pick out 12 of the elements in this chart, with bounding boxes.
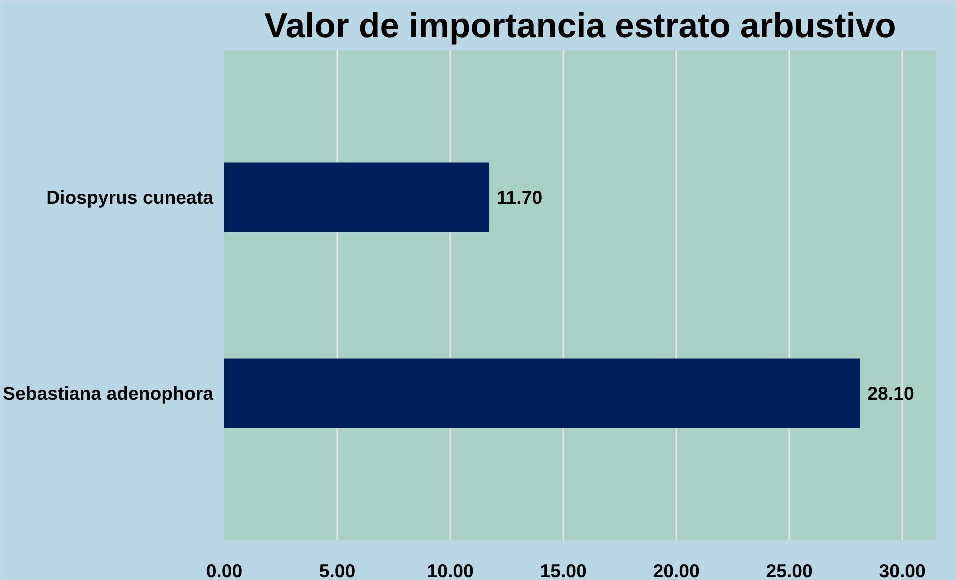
y-tick-label: Sebastiana adenophora [3, 383, 214, 404]
x-tick-label: 20.00 [653, 560, 700, 580]
x-tick-label: 25.00 [766, 560, 813, 580]
chart-title: Valor de importancia estrato arbustivo [264, 8, 896, 46]
x-tick-label: 30.00 [879, 560, 926, 580]
x-tick-label: 5.00 [319, 560, 356, 580]
x-tick-label: 0.00 [206, 560, 243, 580]
x-tick-label: 15.00 [540, 560, 587, 580]
data-label: 11.70 [496, 187, 543, 208]
data-label: 28.10 [868, 383, 914, 404]
x-tick-label: 10.00 [427, 560, 474, 580]
y-tick-label: Diospyrus cuneata [46, 187, 214, 208]
